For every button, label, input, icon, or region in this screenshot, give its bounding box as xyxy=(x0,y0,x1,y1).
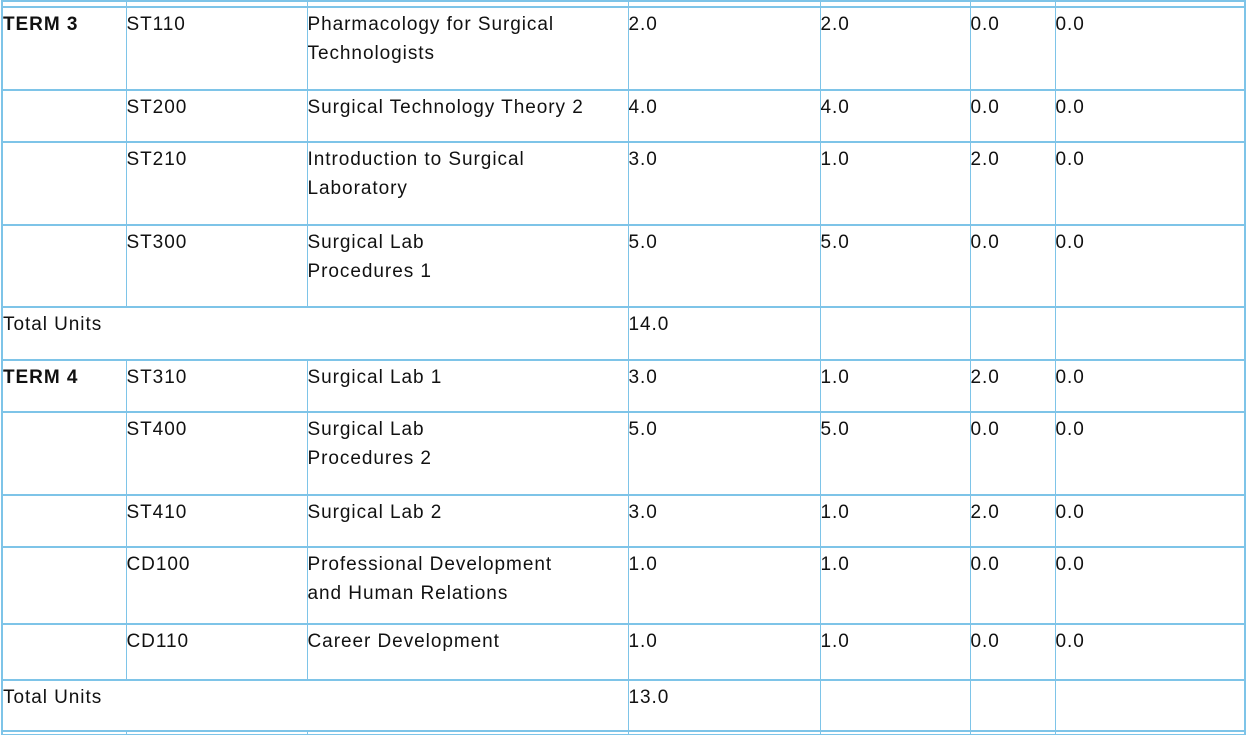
empty-cell xyxy=(1054,679,1246,732)
units-cell: 0.0 xyxy=(1054,494,1246,548)
units-cell: 4.0 xyxy=(819,89,971,143)
units-cell: 0.0 xyxy=(969,623,1056,681)
units-cell: 4.0 xyxy=(627,89,821,143)
course-title-cell: Career Development xyxy=(306,623,629,681)
course-title-cell: Surgical Lab 1 xyxy=(306,359,629,413)
partial-row-cell xyxy=(1054,0,1246,8)
term-cell xyxy=(1,141,127,226)
course-code-cell: ST410 xyxy=(125,494,308,548)
units-cell: 1.0 xyxy=(627,623,821,681)
units-cell: 0.0 xyxy=(969,89,1056,143)
total-units-value-cell: 14.0 xyxy=(627,306,821,361)
units-cell: 1.0 xyxy=(627,546,821,625)
course-code-cell: ST310 xyxy=(125,359,308,413)
units-cell: 0.0 xyxy=(969,411,1056,496)
units-cell: 0.0 xyxy=(1054,224,1246,308)
course-code-cell: ST400 xyxy=(125,411,308,496)
term-cell xyxy=(1,89,127,143)
partial-row-cell xyxy=(969,730,1056,735)
units-cell: 1.0 xyxy=(819,359,971,413)
term-cell xyxy=(1,224,127,308)
course-title-cell: Surgical Lab Procedures 1 xyxy=(306,224,629,308)
empty-cell xyxy=(1054,306,1246,361)
course-title-cell: Professional Development and Human Relat… xyxy=(306,546,629,625)
course-code-cell: CD100 xyxy=(125,546,308,625)
course-title-cell: Pharmacology for Surgical Technologists xyxy=(306,6,629,91)
empty-cell xyxy=(819,306,971,361)
partial-row-cell xyxy=(1054,730,1246,735)
course-code-cell: ST300 xyxy=(125,224,308,308)
partial-row-cell xyxy=(819,730,971,735)
units-cell: 1.0 xyxy=(819,623,971,681)
units-cell: 5.0 xyxy=(627,411,821,496)
total-units-label-cell: Total Units xyxy=(1,306,629,361)
course-code-cell: ST210 xyxy=(125,141,308,226)
units-cell: 2.0 xyxy=(969,141,1056,226)
empty-cell xyxy=(969,306,1056,361)
units-cell: 2.0 xyxy=(819,6,971,91)
term-cell xyxy=(1,411,127,496)
course-code-cell: ST200 xyxy=(125,89,308,143)
course-title-cell: Surgical Technology Theory 2 xyxy=(306,89,629,143)
empty-cell xyxy=(819,679,971,732)
partial-row-cell xyxy=(627,730,821,735)
course-code-cell: CD110 xyxy=(125,623,308,681)
total-units-value-cell: 13.0 xyxy=(627,679,821,732)
units-cell: 2.0 xyxy=(969,359,1056,413)
units-cell: 0.0 xyxy=(969,224,1056,308)
units-cell: 0.0 xyxy=(1054,411,1246,496)
units-cell: 0.0 xyxy=(969,546,1056,625)
total-units-label-cell: Total Units xyxy=(1,679,629,732)
empty-cell xyxy=(969,679,1056,732)
term-cell xyxy=(1,494,127,548)
term-cell xyxy=(1,623,127,681)
units-cell: 0.0 xyxy=(1054,546,1246,625)
units-cell: 0.0 xyxy=(1054,6,1246,91)
partial-row-cell xyxy=(306,730,629,735)
partial-row-cell xyxy=(1,730,127,735)
term-cell: TERM 3 xyxy=(1,6,127,91)
units-cell: 0.0 xyxy=(969,6,1056,91)
course-title-cell: Introduction to Surgical Laboratory xyxy=(306,141,629,226)
units-cell: 5.0 xyxy=(819,224,971,308)
units-cell: 5.0 xyxy=(627,224,821,308)
units-cell: 0.0 xyxy=(1054,623,1246,681)
units-cell: 3.0 xyxy=(627,359,821,413)
term-cell xyxy=(1,546,127,625)
course-code-cell: ST110 xyxy=(125,6,308,91)
units-cell: 1.0 xyxy=(819,494,971,548)
units-cell: 2.0 xyxy=(969,494,1056,548)
units-cell: 5.0 xyxy=(819,411,971,496)
units-cell: 3.0 xyxy=(627,494,821,548)
term-cell: TERM 4 xyxy=(1,359,127,413)
partial-row-cell xyxy=(125,730,308,735)
units-cell: 3.0 xyxy=(627,141,821,226)
units-cell: 2.0 xyxy=(627,6,821,91)
course-title-cell: Surgical Lab 2 xyxy=(306,494,629,548)
units-cell: 0.0 xyxy=(1054,359,1246,413)
units-cell: 0.0 xyxy=(1054,141,1246,226)
course-title-cell: Surgical Lab Procedures 2 xyxy=(306,411,629,496)
units-cell: 0.0 xyxy=(1054,89,1246,143)
units-cell: 1.0 xyxy=(819,546,971,625)
units-cell: 1.0 xyxy=(819,141,971,226)
